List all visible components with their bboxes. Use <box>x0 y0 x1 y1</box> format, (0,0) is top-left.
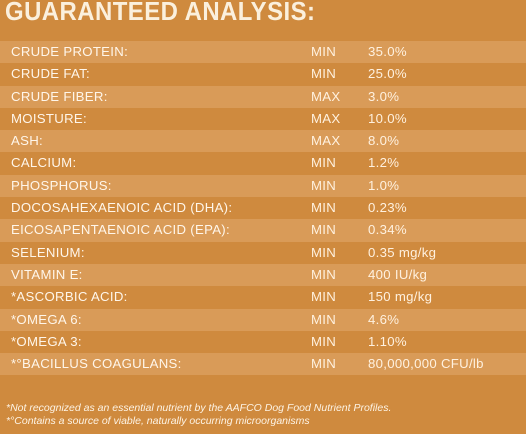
nutrient-label: VITAMIN E: <box>11 266 83 282</box>
table-row-vitamin-e: VITAMIN E: MIN 400 IU/kg <box>0 263 526 287</box>
nutrient-value: 1.10% <box>368 333 407 349</box>
nutrient-value: 4.6% <box>368 311 400 327</box>
qualifier: MIN <box>311 177 337 193</box>
qualifier: MIN <box>311 356 337 372</box>
nutrient-value: 0.34% <box>368 222 407 238</box>
table-row-dha: DOCOSAHEXAENOIC ACID (DHA): MIN 0.23% <box>0 197 526 220</box>
nutrient-value: 35.0% <box>368 44 407 59</box>
qualifier: MIN <box>311 200 337 216</box>
qualifier: MIN <box>311 289 337 305</box>
nutrient-label: *ASCORBIC ACID: <box>11 289 128 305</box>
qualifier: MAX <box>311 133 341 149</box>
nutrient-label: EICOSAPENTAENOIC ACID (EPA): <box>11 222 230 238</box>
nutrient-value: 3.0% <box>368 88 400 104</box>
nutrient-value: 1.2% <box>368 155 400 171</box>
nutrient-label: ASH: <box>11 133 43 149</box>
table-row-crude-fiber: CRUDE FIBER: MAX 3.0% <box>0 85 526 108</box>
table-row-crude-fat: CRUDE FAT: MIN 25.0% <box>0 63 526 86</box>
table-row-ash: ASH: MAX 8.0% <box>0 130 526 153</box>
guaranteed-analysis-table: CRUDE PROTEIN: MIN 35.0% CRUDE FAT: MIN … <box>0 41 526 376</box>
nutrient-value: 25.0% <box>368 66 407 82</box>
table-row-epa: EICOSAPENTAENOIC ACID (EPA): MIN 0.34% <box>0 219 526 242</box>
qualifier: MAX <box>311 110 341 126</box>
nutrient-value: 1.0% <box>368 177 400 193</box>
nutrient-label: CRUDE FIBER: <box>11 88 108 104</box>
qualifier: MIN <box>311 244 337 260</box>
footnote-not-recognized: *Not recognized as an essential nutrient… <box>6 402 392 414</box>
nutrient-label: *°BACILLUS COAGULANS: <box>11 356 182 372</box>
table-row-moisture: MOISTURE: MAX 10.0% <box>0 107 526 131</box>
table-row-omega-3: *OMEGA 3: MIN 1.10% <box>0 330 526 354</box>
nutrient-value: 150 mg/kg <box>368 289 433 305</box>
nutrient-label: SELENIUM: <box>11 244 85 260</box>
qualifier: MIN <box>311 155 337 171</box>
table-row-bacillus-coagulans: *°BACILLUS COAGULANS: MIN 80,000,000 CFU… <box>0 353 526 376</box>
nutrient-value: 10.0% <box>368 110 407 126</box>
qualifier: MIN <box>311 222 337 238</box>
nutrient-value: 0.23% <box>368 200 407 216</box>
nutrient-value: 400 IU/kg <box>368 266 428 282</box>
table-row-omega-6: *OMEGA 6: MIN 4.6% <box>0 308 526 331</box>
table-row-phosphorus: PHOSPHORUS: MIN 1.0% <box>0 174 526 198</box>
nutrient-value: 0.35 mg/kg <box>368 244 437 260</box>
nutrient-label: *OMEGA 6: <box>11 311 82 327</box>
qualifier: MIN <box>311 311 337 327</box>
table-row-calcium: CALCIUM: MIN 1.2% <box>0 152 526 175</box>
footnotes: *Not recognized as an essential nutrient… <box>6 402 391 428</box>
nutrient-label: DOCOSAHEXAENOIC ACID (DHA): <box>11 200 233 216</box>
qualifier: MIN <box>311 333 337 349</box>
nutrient-label: MOISTURE: <box>11 110 87 126</box>
table-row-ascorbic-acid: *ASCORBIC ACID: MIN 150 mg/kg <box>0 286 526 309</box>
nutrient-label: CALCIUM: <box>11 155 77 171</box>
table-row-crude-protein: CRUDE PROTEIN: MIN 35.0% <box>0 41 526 64</box>
table-row-selenium: SELENIUM: MIN 0.35 mg/kg <box>0 241 526 264</box>
footnote-microorganisms: *°Contains a source of viable, naturally… <box>6 415 310 427</box>
qualifier: MIN <box>311 66 337 82</box>
nutrient-label: *OMEGA 3: <box>11 333 82 349</box>
qualifier: MIN <box>311 266 337 282</box>
nutrient-value: 8.0% <box>368 133 400 149</box>
qualifier: MIN <box>311 44 337 59</box>
nutrient-value: 80,000,000 CFU/lb <box>368 356 484 372</box>
page-title: GUARANTEED ANALYSIS: <box>5 0 316 26</box>
qualifier: MAX <box>311 88 341 104</box>
nutrient-label: CRUDE FAT: <box>11 66 90 82</box>
nutrient-label: PHOSPHORUS: <box>11 177 112 193</box>
nutrient-label: CRUDE PROTEIN: <box>11 44 129 59</box>
